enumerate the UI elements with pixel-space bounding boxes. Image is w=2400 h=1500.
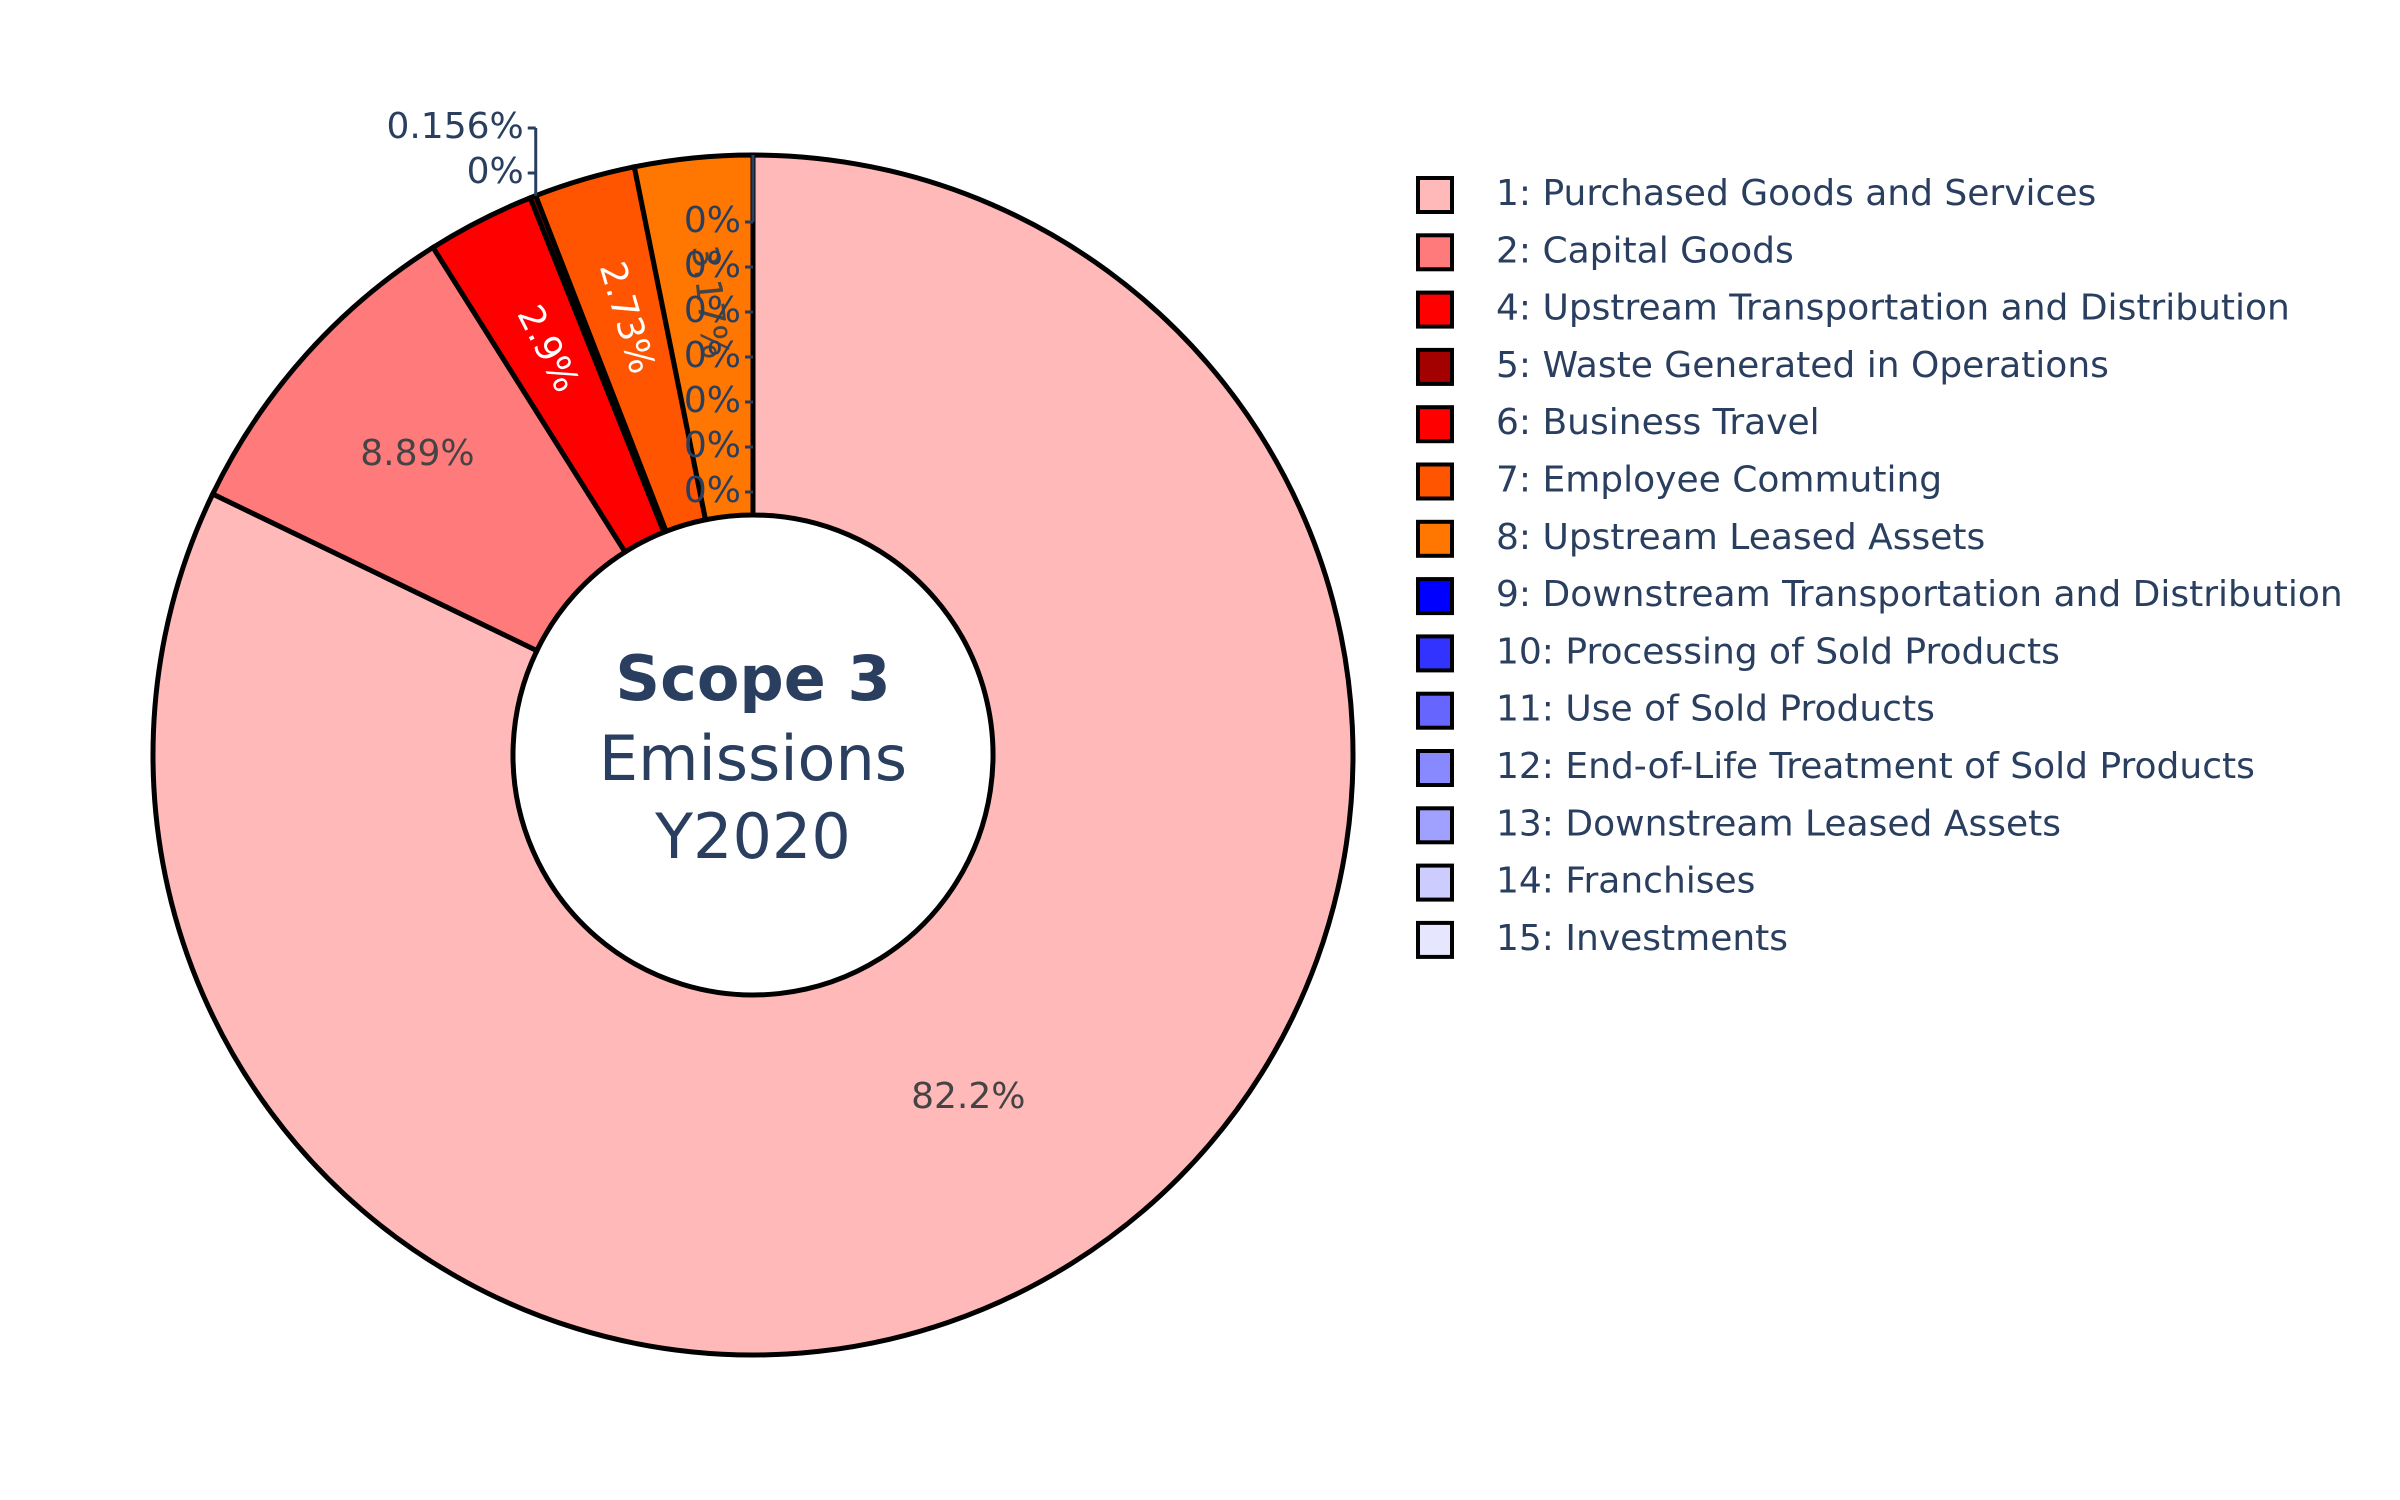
legend: 1: Purchased Goods and Services 2: Capita… — [1416, 173, 2343, 959]
legend-label: 9: Downstream Transportation and Distrib… — [1496, 574, 2343, 615]
legend-label: 14: Franchises — [1496, 861, 1755, 902]
legend-swatch — [1416, 749, 1454, 787]
legend-label: 13: Downstream Leased Assets — [1496, 803, 2061, 844]
legend-label: 12: End-of-Life Treatment of Sold Produc… — [1496, 746, 2255, 787]
legend-swatch — [1416, 863, 1454, 902]
donut-slices — [150, 152, 1356, 1358]
slice-outside-label: 0% — [684, 380, 741, 421]
center-title-line2: Emissions — [599, 722, 907, 795]
legend-swatch — [1416, 462, 1454, 501]
slice-outside-label: 0% — [684, 470, 741, 511]
slice-value-label: 82.2% — [911, 1076, 1025, 1117]
slice-2-capital-goods[interactable] — [209, 243, 629, 654]
slice-value-label: 8.89% — [360, 433, 474, 474]
legend-swatch — [1416, 920, 1454, 959]
legend-label: 10: Processing of Sold Products — [1496, 631, 2060, 672]
legend-swatch — [1416, 691, 1454, 730]
legend-item-1-purchased-goods-and-services[interactable]: 1: Purchased Goods and Services — [1416, 173, 2096, 214]
legend-swatch — [1416, 634, 1454, 673]
legend-item-5-waste-generated-in-operations[interactable]: 5: Waste Generated in Operations — [1416, 345, 2109, 386]
legend-label: 4: Upstream Transportation and Distribut… — [1496, 288, 2290, 329]
legend-label: 11: Use of Sold Products — [1496, 689, 1935, 730]
legend-item-9-downstream-transportation-and-distribution[interactable]: 9: Downstream Transportation and Distrib… — [1416, 574, 2343, 616]
legend-label: 6: Business Travel — [1496, 402, 1820, 443]
legend-item-7-employee-commuting[interactable]: 7: Employee Commuting — [1416, 460, 1942, 501]
legend-item-14-franchises[interactable]: 14: Franchises — [1416, 861, 1755, 902]
slice-outside-label: 0% — [684, 200, 741, 241]
legend-swatch — [1416, 519, 1454, 558]
legend-item-4-upstream-transportation-and-distribution[interactable]: 4: Upstream Transportation and Distribut… — [1416, 288, 2290, 329]
legend-item-11-use-of-sold-products[interactable]: 11: Use of Sold Products — [1416, 689, 1935, 730]
legend-swatch — [1416, 233, 1454, 272]
legend-item-10-processing-of-sold-products[interactable]: 10: Processing of Sold Products — [1416, 631, 2060, 673]
slice-outside-label: 0% — [684, 425, 741, 466]
legend-label: 7: Employee Commuting — [1496, 460, 1942, 501]
legend-swatch — [1416, 176, 1454, 214]
slice-outside-label: 0% — [684, 245, 741, 286]
slice-outside-label: 0% — [684, 290, 741, 331]
slice-outside-label: 0% — [684, 335, 741, 376]
legend-swatch — [1416, 806, 1454, 845]
legend-item-8-upstream-leased-assets[interactable]: 8: Upstream Leased Assets — [1416, 517, 1985, 558]
legend-label: 8: Upstream Leased Assets — [1496, 517, 1985, 558]
legend-swatch — [1416, 290, 1454, 329]
legend-label: 5: Waste Generated in Operations — [1496, 345, 2109, 386]
legend-swatch — [1416, 347, 1454, 386]
leader-lines — [527, 126, 755, 494]
legend-swatch — [1416, 577, 1454, 616]
legend-item-2-capital-goods[interactable]: 2: Capital Goods — [1416, 230, 1794, 272]
legend-label: 2: Capital Goods — [1496, 230, 1794, 271]
center-title-bold: Scope 3 — [615, 642, 890, 715]
legend-label: 1: Purchased Goods and Services — [1496, 173, 2096, 214]
center-title-line3: Y2020 — [654, 800, 851, 873]
slice-1-purchased-goods-and-services[interactable] — [150, 152, 1356, 1358]
legend-item-12-end-of-life-treatment-of-sold-products[interactable]: 12: End-of-Life Treatment of Sold Produc… — [1416, 746, 2255, 787]
slice-outside-label: 0% — [467, 151, 524, 192]
legend-item-15-investments[interactable]: 15: Investments — [1416, 918, 1788, 959]
legend-label: 15: Investments — [1496, 918, 1788, 959]
slice-outside-label: 0.156% — [386, 106, 523, 147]
center-title: Scope 3 Emissions Y2020 — [599, 642, 907, 873]
legend-item-6-business-travel[interactable]: 6: Business Travel — [1416, 402, 1820, 444]
legend-item-13-downstream-leased-assets[interactable]: 13: Downstream Leased Assets — [1416, 803, 2061, 845]
legend-swatch — [1416, 405, 1454, 444]
